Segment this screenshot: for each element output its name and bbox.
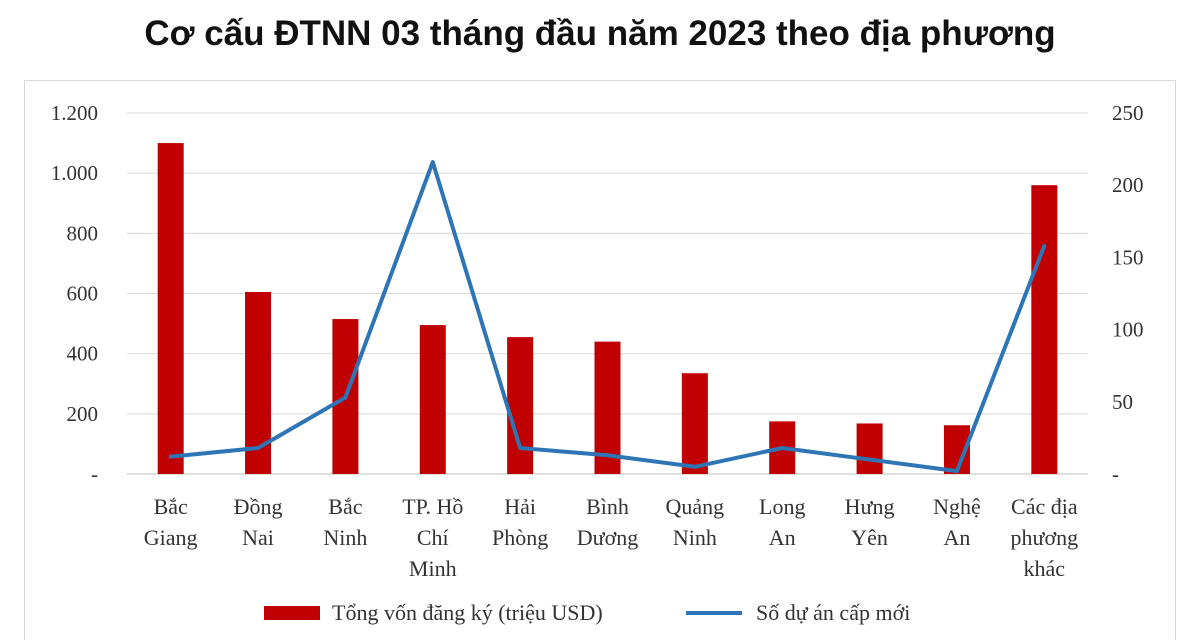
y-right-tick-label: 100: [1112, 318, 1144, 342]
series-line: [168, 160, 1047, 474]
x-category-label-line: Giang: [144, 525, 198, 550]
bar: [157, 143, 184, 475]
x-category-label-line: Long: [759, 494, 805, 519]
bar: [419, 325, 446, 474]
bar: [594, 341, 621, 474]
x-category-label-line: An: [944, 525, 971, 550]
x-category-label-line: Hải: [504, 494, 536, 519]
x-category-label-line: Yên: [851, 525, 888, 550]
x-category-label: Long An: [759, 494, 805, 550]
x-category-label-line: Các địa: [1011, 494, 1078, 519]
x-category-label-line: Chí: [417, 525, 449, 550]
y-right-tick-label: 250: [1112, 101, 1144, 125]
y-right-tick-label: 150: [1112, 245, 1144, 269]
y-left-tick-label: -: [91, 462, 98, 486]
bar: [856, 423, 883, 474]
x-category-label-line: khác: [1024, 556, 1066, 581]
x-category-label: Hải Phòng: [492, 494, 548, 550]
y-left-tick-label: 1.200: [51, 101, 98, 125]
x-category-label-line: Đồng: [234, 494, 283, 519]
x-category-label: Bình Dương: [577, 494, 638, 550]
y-right-tick-label: 50: [1112, 390, 1133, 414]
x-category-label-line: Nai: [242, 525, 274, 550]
y-right-tick-label: -: [1112, 462, 1119, 486]
chart-title: Cơ cấu ĐTNN 03 tháng đầu năm 2023 theo đ…: [144, 14, 1056, 53]
x-category-label: Quảng Ninh: [666, 494, 725, 550]
x-category-label-line: TP. Hồ: [402, 494, 463, 519]
x-category-label-line: Phòng: [492, 525, 548, 550]
x-category-label-line: Bắc: [154, 494, 188, 519]
x-category-label: Hưng Yên: [845, 494, 895, 550]
x-category-label-line: Ninh: [673, 525, 717, 550]
y-left-tick-label: 1.000: [51, 161, 98, 185]
y-left-tick-label: 800: [67, 221, 99, 245]
x-category-label-line: Bắc: [328, 494, 362, 519]
x-category-label: TP. Hồ Chí Minh: [402, 494, 463, 581]
x-category-label-line: Minh: [409, 556, 457, 581]
y-right-tick-label: 200: [1112, 173, 1144, 197]
x-category-label: Các địa phương khác: [1011, 494, 1079, 581]
legend-label-line: Số dự án cấp mới: [756, 600, 910, 625]
x-category-label: Bắc Giang: [144, 494, 198, 550]
legend-label-bar: Tổng vốn đăng ký (triệu USD): [332, 600, 603, 625]
x-category-label-line: Quảng: [666, 494, 725, 519]
x-category-label: Nghệ An: [933, 494, 981, 550]
y-left-tick-label: 200: [67, 402, 99, 426]
legend-swatch-bar: [264, 606, 320, 620]
chart-frame: [24, 80, 1176, 640]
bar: [507, 337, 534, 474]
x-category-label-line: Bình: [586, 494, 629, 519]
bar: [1031, 185, 1058, 474]
y-left-tick-label: 400: [67, 342, 99, 366]
x-category-label-line: phương: [1011, 525, 1079, 550]
x-category-label-line: Ninh: [323, 525, 367, 550]
x-category-label-line: Hưng: [845, 494, 895, 519]
bar: [681, 373, 708, 474]
x-category-label: Đồng Nai: [234, 494, 283, 550]
x-category-label-line: Dương: [577, 525, 638, 550]
y-left-tick-label: 600: [67, 282, 99, 306]
x-category-label-line: Nghệ: [933, 494, 981, 519]
x-category-label-line: An: [769, 525, 796, 550]
x-category-label: Bắc Ninh: [323, 494, 367, 550]
